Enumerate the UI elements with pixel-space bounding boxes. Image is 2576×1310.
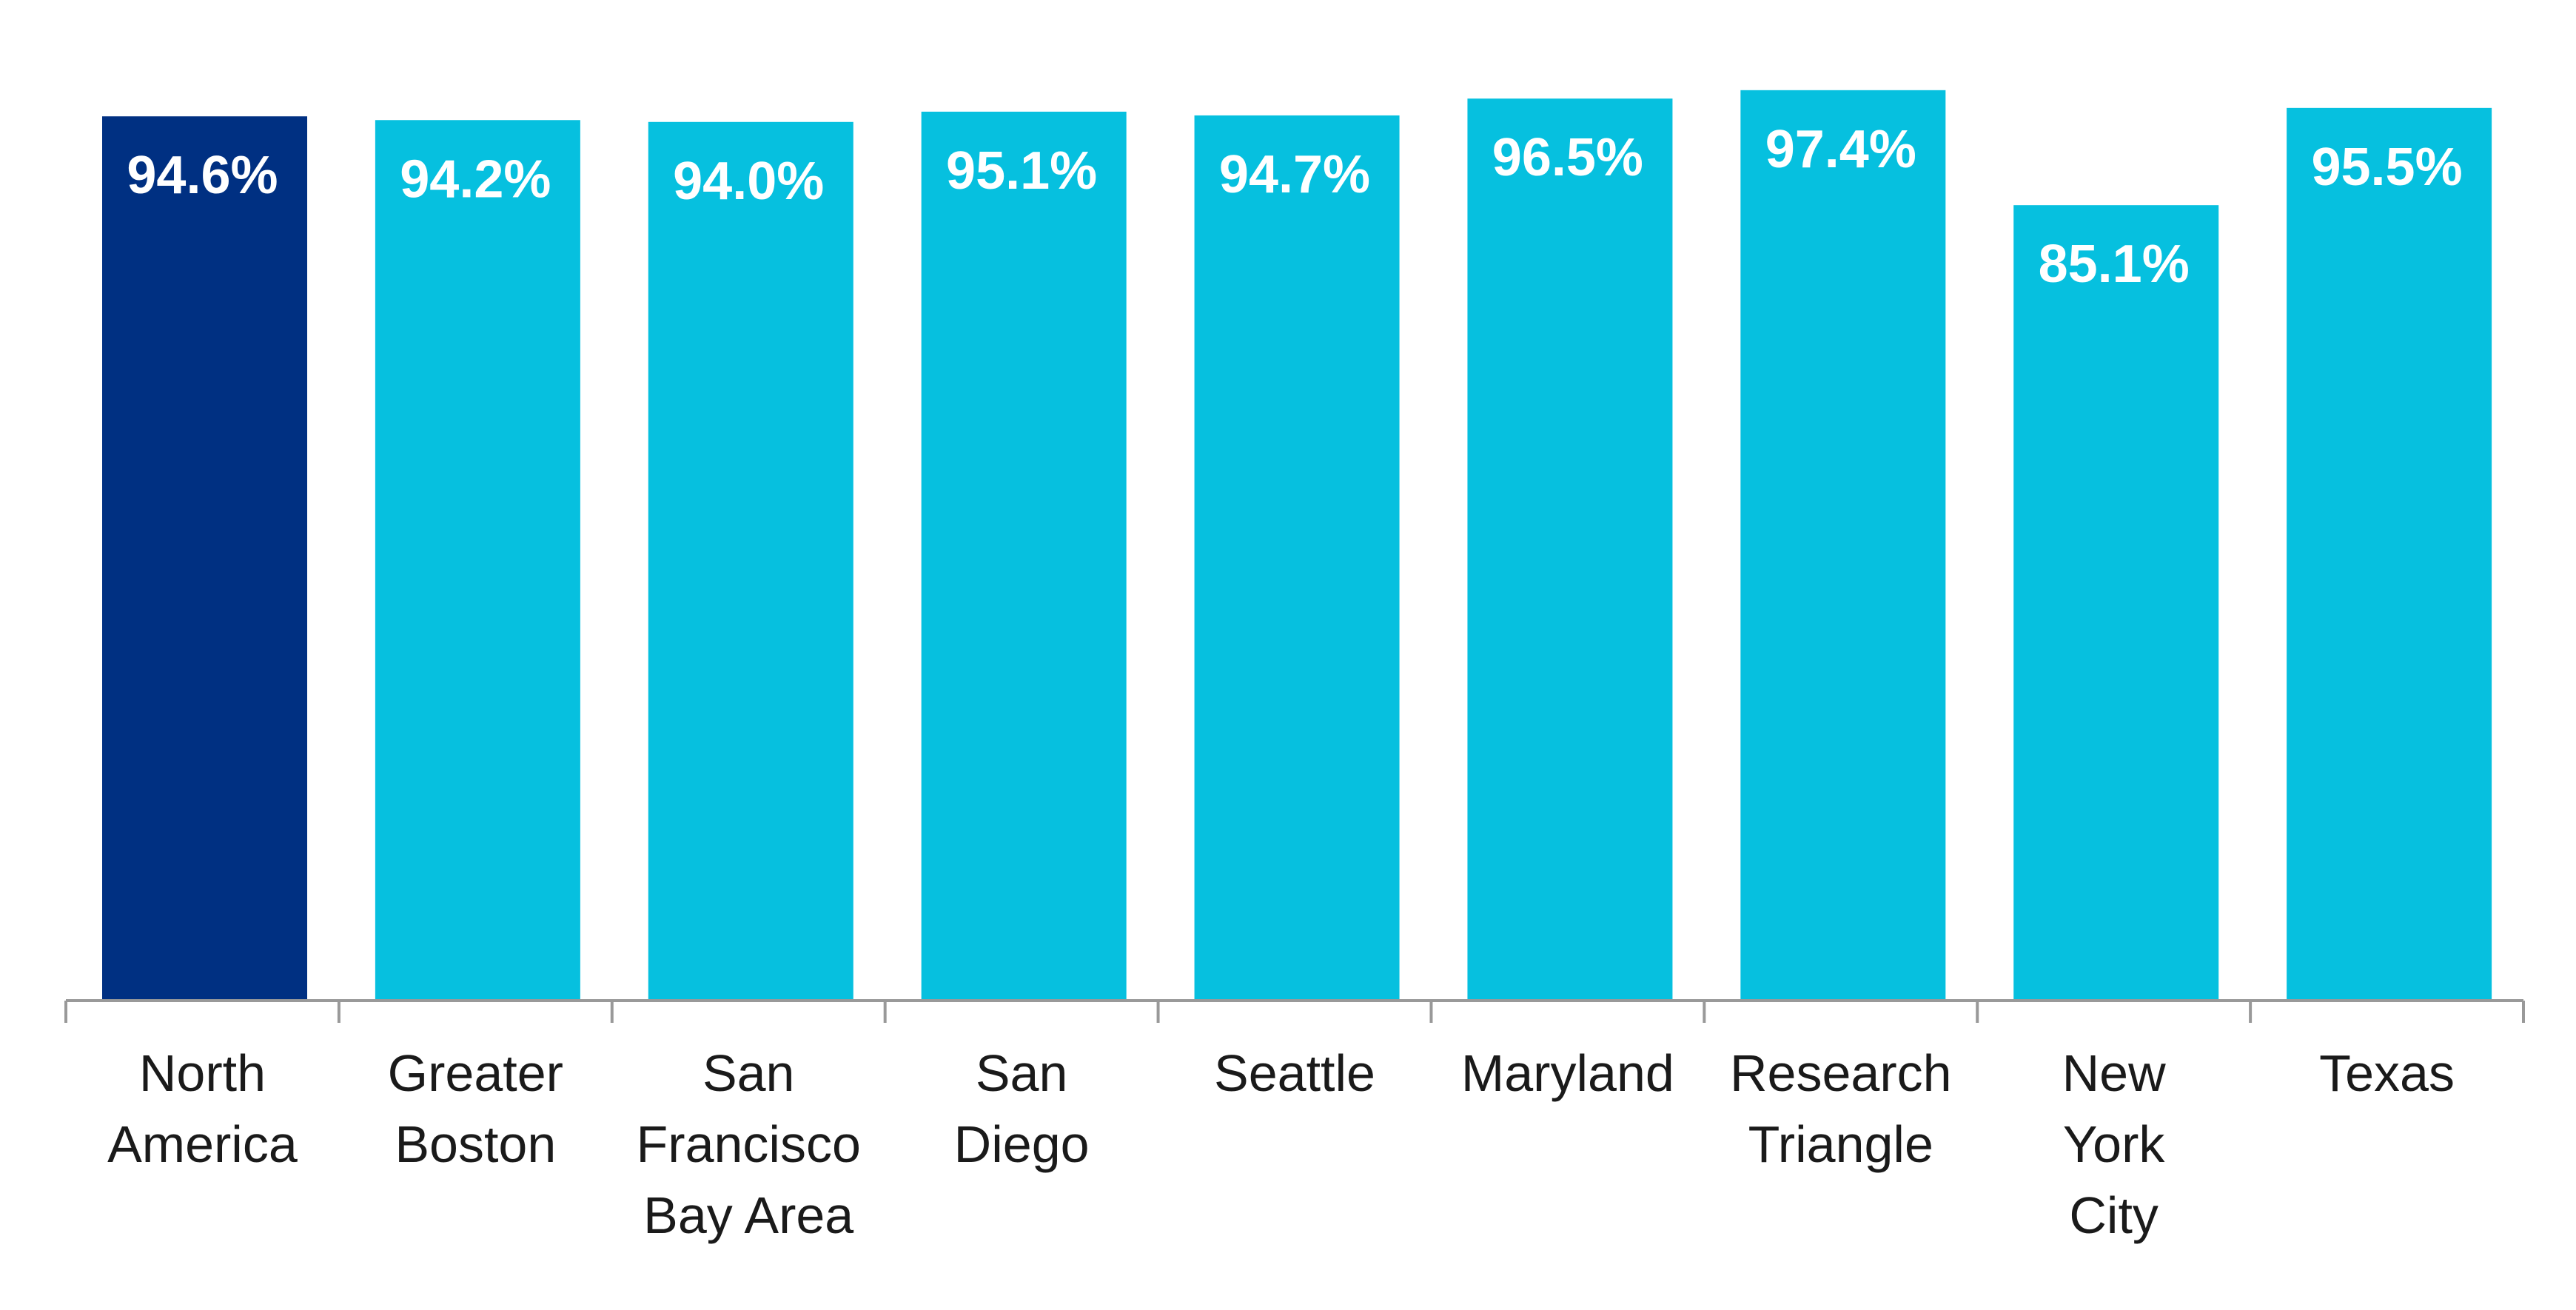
x-tick-label: Maryland xyxy=(1460,1044,1674,1102)
value-label: 95.1% xyxy=(946,141,1097,201)
bar xyxy=(102,116,307,1001)
x-tick-label: San Diego xyxy=(953,1044,1090,1173)
x-tick-label: North America xyxy=(107,1044,298,1173)
x-tick-label: New York City xyxy=(2062,1044,2166,1244)
value-label: 97.4% xyxy=(1765,120,1916,179)
bar xyxy=(375,120,580,1001)
bar xyxy=(2287,107,2492,1001)
bar xyxy=(1467,98,1673,1001)
value-label: 94.0% xyxy=(673,152,824,211)
bar xyxy=(1194,115,1400,1001)
value-label: 94.2% xyxy=(400,150,551,209)
value-label: 94.6% xyxy=(127,146,278,205)
x-tick-label: Seattle xyxy=(1214,1044,1375,1102)
x-tick-label: Greater Boston xyxy=(387,1044,563,1173)
x-tick-label: San Francisco Bay Area xyxy=(636,1044,861,1244)
value-label: 96.5% xyxy=(1492,128,1643,187)
bar xyxy=(2013,205,2219,1001)
bar xyxy=(648,121,853,1001)
value-label: 94.7% xyxy=(1219,145,1370,204)
value-label: 85.1% xyxy=(2039,235,2190,294)
bar xyxy=(921,111,1127,1001)
value-label: 95.5% xyxy=(2311,138,2462,197)
x-tick-label: Texas xyxy=(2319,1044,2455,1102)
x-tick-label: Research Triangle xyxy=(1729,1044,1952,1173)
bar xyxy=(1740,90,1946,1001)
